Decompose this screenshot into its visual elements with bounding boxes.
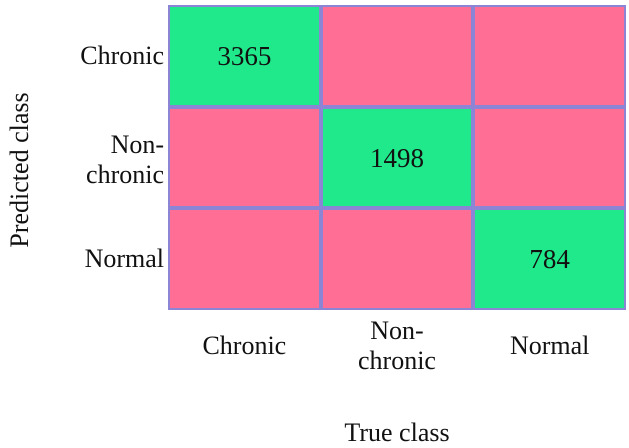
- x-tick-label: Non-chronic: [358, 316, 436, 375]
- y-tick-label: Normal: [84, 244, 164, 274]
- matrix-cell: [475, 108, 624, 207]
- x-axis-title: True class: [344, 418, 450, 447]
- matrix-cell-diagonal: 784: [475, 210, 624, 308]
- matrix-cell: [170, 108, 319, 207]
- y-axis-title: Predicted class: [5, 92, 34, 248]
- y-tick-label: Chronic: [80, 40, 164, 70]
- matrix-cell-diagonal: 1498: [322, 108, 472, 207]
- matrix-cell: [170, 210, 319, 308]
- matrix-cell: [475, 7, 624, 105]
- confusion-matrix: 3365 1498 784: [168, 5, 626, 310]
- y-tick-label: Non-chronic: [86, 129, 164, 189]
- matrix-cell: [322, 210, 472, 308]
- matrix-cell-diagonal: 3365: [170, 7, 319, 105]
- matrix-cell: [322, 7, 472, 105]
- x-tick-label: Chronic: [202, 331, 287, 360]
- x-tick-label: Normal: [509, 331, 590, 360]
